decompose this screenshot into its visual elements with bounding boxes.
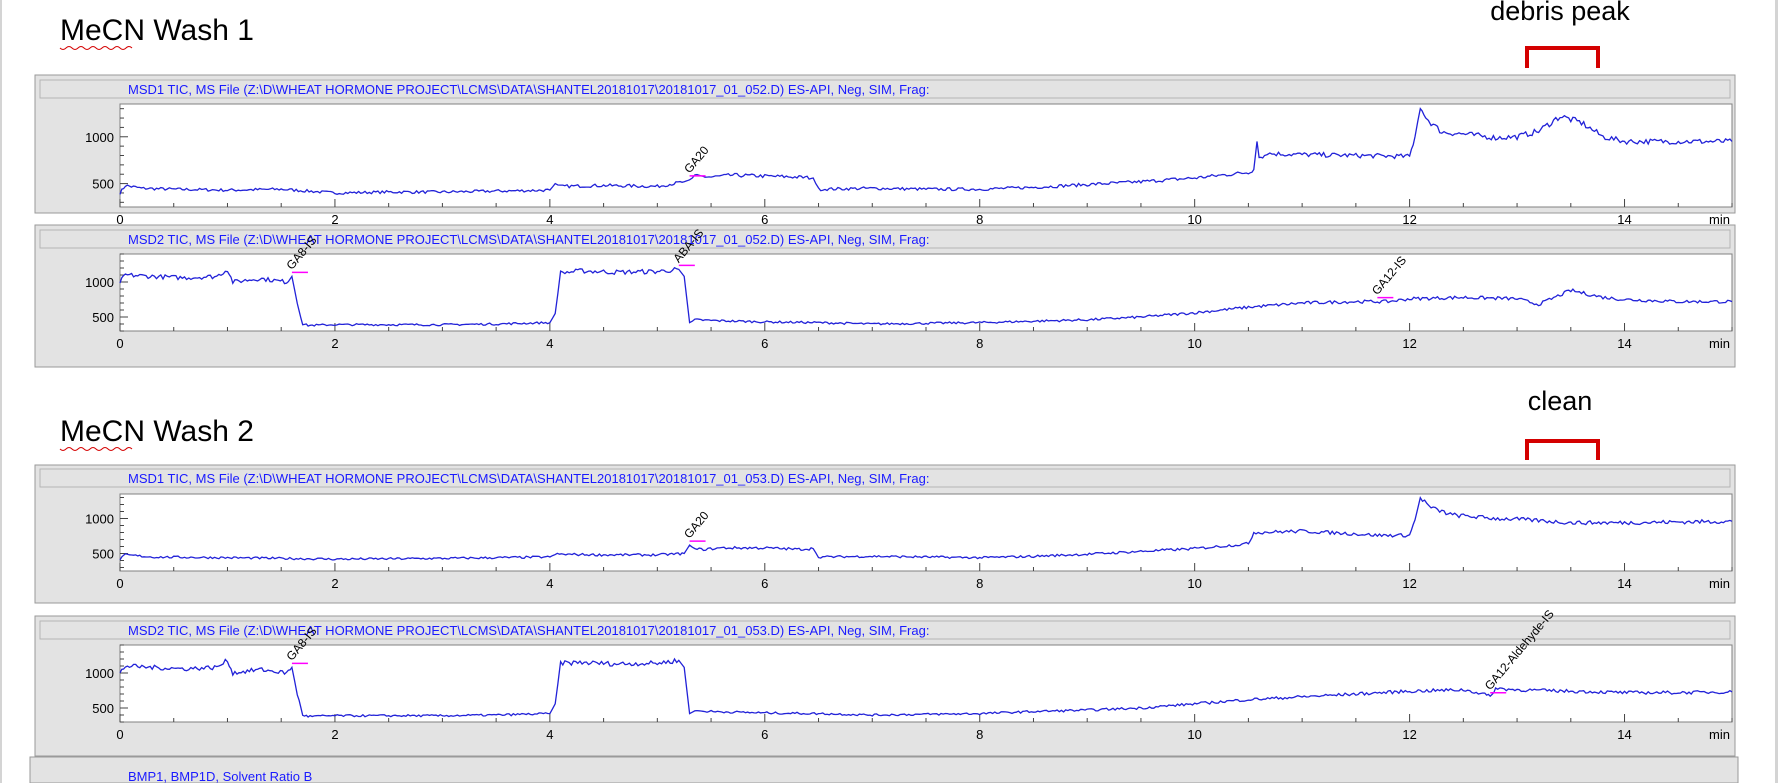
x-tick-label: 4 — [546, 576, 553, 591]
chart-header-text: MSD1 TIC, MS File (Z:\D\WHEAT HORMONE PR… — [128, 82, 929, 97]
spellcheck-underline-1 — [59, 46, 133, 50]
trace-line — [119, 266, 1733, 327]
chart-3: MSD1 TIC, MS File (Z:\D\WHEAT HORMONE PR… — [34, 464, 1736, 604]
x-tick-label: 14 — [1617, 576, 1631, 591]
x-tick-label: 14 — [1617, 727, 1631, 742]
x-tick-label: 2 — [331, 576, 338, 591]
callout-debris-peak: debris peak — [1490, 0, 1630, 26]
section-title-wash-1: MeCN Wash 1 — [60, 14, 254, 47]
section-title-wash-2: MeCN Wash 2 — [60, 415, 254, 448]
trace-line — [119, 657, 1733, 718]
x-tick-label: 10 — [1187, 336, 1201, 351]
x-unit-label: min — [1709, 336, 1730, 351]
x-tick-label: 2 — [331, 212, 338, 227]
y-tick-label: 1000 — [85, 666, 114, 681]
y-tick-label: 500 — [92, 310, 114, 325]
y-tick-label: 500 — [92, 177, 114, 192]
chart-header-bar — [39, 468, 1731, 488]
x-tick-label: 2 — [331, 727, 338, 742]
footer-panel-label: BMP1, BMP1D, Solvent Ratio B — [128, 769, 312, 783]
x-tick-label: 4 — [546, 727, 553, 742]
plot-area — [119, 493, 1733, 572]
spellcheck-underline-2 — [59, 447, 133, 451]
bracket-clean — [1525, 439, 1600, 460]
x-tick-label: 4 — [546, 212, 553, 227]
chart-header-text: MSD1 TIC, MS File (Z:\D\WHEAT HORMONE PR… — [128, 471, 929, 486]
x-tick-label: 0 — [116, 212, 123, 227]
plot-area — [119, 253, 1733, 332]
x-tick-label: 8 — [976, 727, 983, 742]
y-tick-label: 500 — [92, 547, 114, 562]
x-tick-label: 6 — [761, 727, 768, 742]
chart-4: MSD2 TIC, MS File (Z:\D\WHEAT HORMONE PR… — [34, 607, 1736, 757]
y-tick-label: 1000 — [85, 275, 114, 290]
x-tick-label: 8 — [976, 336, 983, 351]
footer-panel — [29, 756, 1739, 783]
x-tick-label: 6 — [761, 212, 768, 227]
chart-header-bar — [39, 79, 1731, 99]
bracket-debris-peak — [1525, 46, 1600, 68]
x-tick-label: 12 — [1402, 576, 1416, 591]
y-tick-label: 1000 — [85, 130, 114, 145]
page-edge-left — [0, 0, 2, 783]
trace-line — [119, 496, 1733, 561]
y-tick-label: 1000 — [85, 512, 114, 527]
x-tick-label: 8 — [976, 212, 983, 227]
plot-area — [119, 103, 1733, 208]
chart-2: MSD2 TIC, MS File (Z:\D\WHEAT HORMONE PR… — [34, 224, 1736, 368]
chart-header-bar — [39, 229, 1731, 249]
x-unit-label: min — [1709, 212, 1730, 227]
x-tick-label: 6 — [761, 336, 768, 351]
x-tick-label: 10 — [1187, 212, 1201, 227]
x-tick-label: 10 — [1187, 727, 1201, 742]
callout-clean: clean — [1527, 386, 1593, 416]
chart-header-text: MSD2 TIC, MS File (Z:\D\WHEAT HORMONE PR… — [128, 232, 929, 247]
plot-area — [119, 644, 1733, 723]
trace-line — [119, 107, 1733, 195]
x-tick-label: 14 — [1617, 336, 1631, 351]
x-unit-label: min — [1709, 576, 1730, 591]
x-tick-label: 6 — [761, 576, 768, 591]
x-tick-label: 12 — [1402, 727, 1416, 742]
x-tick-label: 12 — [1402, 336, 1416, 351]
chart-header-text: MSD2 TIC, MS File (Z:\D\WHEAT HORMONE PR… — [128, 623, 929, 638]
x-tick-label: 0 — [116, 336, 123, 351]
x-tick-label: 8 — [976, 576, 983, 591]
y-tick-label: 500 — [92, 701, 114, 716]
x-tick-label: 10 — [1187, 576, 1201, 591]
x-tick-label: 2 — [331, 336, 338, 351]
chart-1: MSD1 TIC, MS File (Z:\D\WHEAT HORMONE PR… — [34, 74, 1736, 227]
x-tick-label: 0 — [116, 576, 123, 591]
x-unit-label: min — [1709, 727, 1730, 742]
x-tick-label: 0 — [116, 727, 123, 742]
x-tick-label: 12 — [1402, 212, 1416, 227]
page-edge-right — [1775, 0, 1778, 783]
x-tick-label: 14 — [1617, 212, 1631, 227]
x-tick-label: 4 — [546, 336, 553, 351]
chart-header-bar — [39, 620, 1731, 640]
